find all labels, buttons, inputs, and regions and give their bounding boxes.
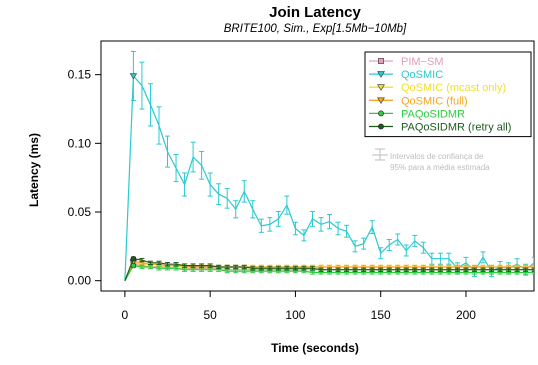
series-line <box>124 74 534 281</box>
legend-swatch-marker <box>377 84 385 91</box>
y-axis-title: Latency (ms) <box>27 133 41 207</box>
legend-swatch-marker <box>377 71 385 78</box>
x-tick-label: 0 <box>122 308 129 322</box>
x-tick-label: 200 <box>456 308 476 322</box>
chart-subtitle: BRITE100, Sim., Exp[1.5Mb−10Mb] <box>224 23 407 35</box>
data-point-marker <box>129 73 138 80</box>
chart-title: Join Latency <box>269 4 361 21</box>
x-axis-title: Time (seconds) <box>271 341 359 355</box>
legend-entry-label: PAQoSIDMR <box>401 108 465 120</box>
legend-swatch-marker <box>378 110 384 117</box>
annotation-text: 95% para a média estimada <box>390 163 490 172</box>
legend-box <box>364 51 532 138</box>
legend-swatch-marker <box>378 123 384 130</box>
x-tick-label: 50 <box>203 308 217 322</box>
legend-swatch-marker <box>378 58 384 64</box>
y-tick-label: 0.10 <box>68 136 92 150</box>
series-paqosidmr-retry-all <box>124 256 534 281</box>
y-tick-label: 0.00 <box>68 274 92 288</box>
y-tick-label: 0.05 <box>68 205 92 219</box>
series-line <box>124 264 534 281</box>
x-tick-label: 100 <box>285 308 305 322</box>
legend-entry-label: PIM−SM <box>401 56 443 68</box>
legend-entry-label: QoSMIC (full) <box>401 95 468 107</box>
legend-entry-label: QoSMIC (mcast only) <box>401 82 506 94</box>
series-qosmic <box>124 50 534 281</box>
data-point-marker <box>130 256 137 262</box>
x-tick-label: 150 <box>371 308 391 322</box>
plot-area: 0 50 100 150 200 0.00 0.05 0.10 0.15 Intervalos d… <box>68 40 535 322</box>
legend-swatch-marker <box>377 97 385 104</box>
legend-entry-label: QoSMIC <box>401 69 443 81</box>
y-tick-label: 0.15 <box>68 68 92 82</box>
series-layer <box>124 50 534 281</box>
plot-border <box>100 40 535 292</box>
series-line <box>124 258 534 281</box>
legend-entry-label: PAQoSIDMR (retry all) <box>401 122 511 134</box>
annotation-text: Intervalos de confiança de <box>390 152 484 161</box>
